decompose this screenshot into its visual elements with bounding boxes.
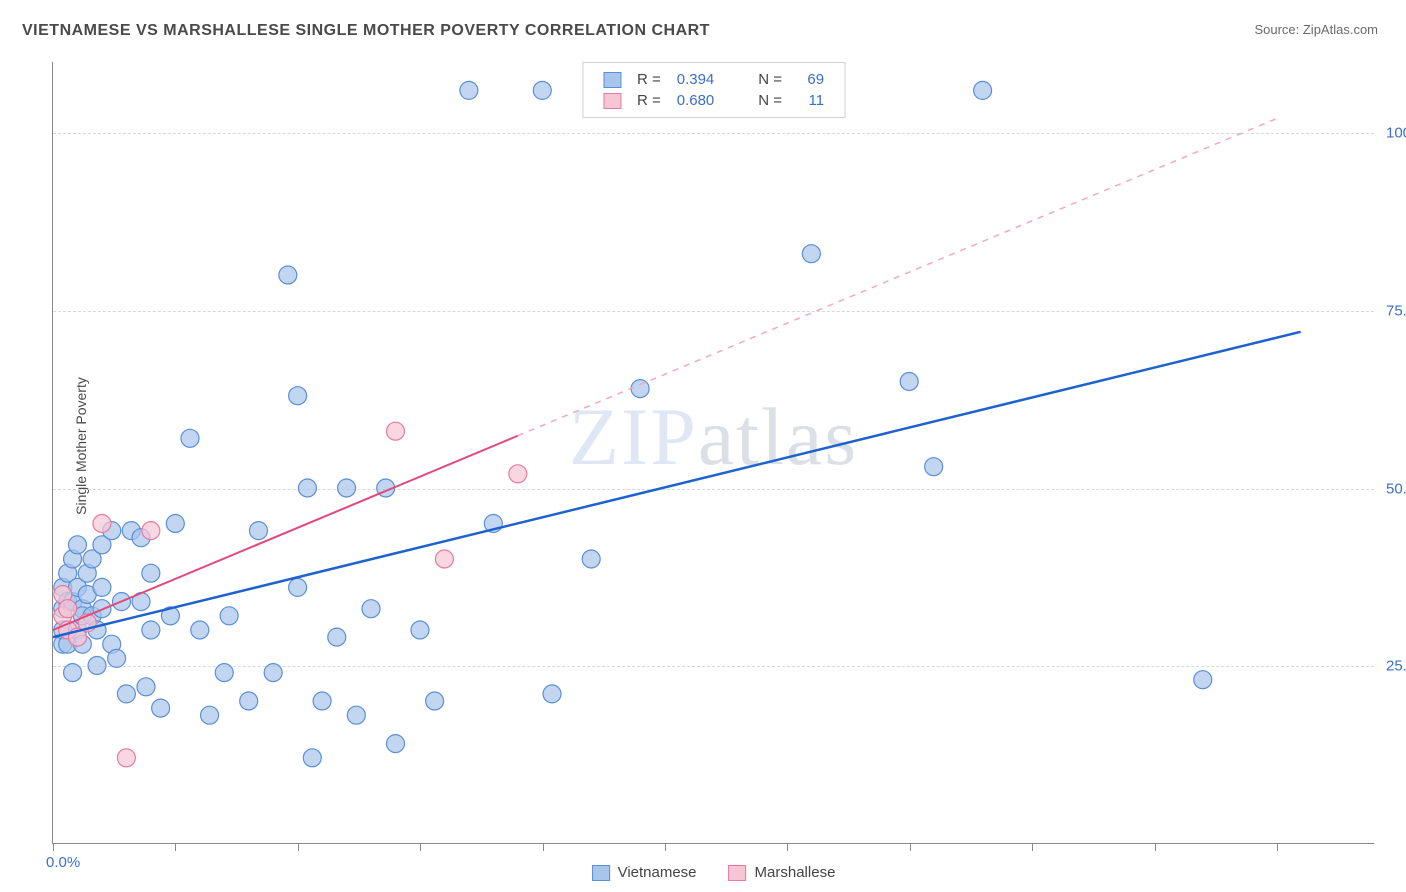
legend-n-value: 69: [790, 69, 832, 90]
legend-r-value: 0.394: [669, 69, 723, 90]
source-label: Source: ZipAtlas.com: [1254, 22, 1378, 37]
plot-area: ZIPatlas R =0.394N =69R =0.680N =11 Viet…: [52, 62, 1374, 844]
scatter-point: [108, 649, 126, 667]
x-zero-label: 0.0%: [46, 854, 80, 871]
legend-swatch: [729, 865, 747, 881]
x-tick: [1032, 843, 1033, 851]
scatter-point: [925, 458, 943, 476]
scatter-point: [88, 657, 106, 675]
scatter-point: [303, 749, 321, 767]
x-tick: [298, 843, 299, 851]
scatter-point: [543, 685, 561, 703]
legend-n-value: 11: [790, 90, 832, 111]
x-tick: [420, 843, 421, 851]
scatter-point: [426, 692, 444, 710]
legend-n-label: N =: [750, 69, 790, 90]
x-tick: [53, 843, 54, 851]
scatter-point: [328, 628, 346, 646]
scatter-point: [631, 380, 649, 398]
scatter-point: [313, 692, 331, 710]
scatter-point: [181, 429, 199, 447]
scatter-point: [582, 550, 600, 568]
x-tick: [1277, 843, 1278, 851]
legend-series: Vietnamese Marshallese: [576, 864, 852, 881]
scatter-point: [289, 578, 307, 596]
scatter-point: [59, 600, 77, 618]
scatter-point: [93, 515, 111, 533]
scatter-point: [802, 245, 820, 263]
legend-label: Vietnamese: [618, 864, 697, 881]
regression-line: [518, 119, 1276, 436]
scatter-point: [191, 621, 209, 639]
scatter-point: [249, 522, 267, 540]
scatter-point: [1194, 671, 1212, 689]
legend-item: Vietnamese: [592, 864, 697, 881]
legend-swatch: [592, 865, 610, 881]
scatter-point: [64, 664, 82, 682]
scatter-point: [152, 699, 170, 717]
x-tick: [175, 843, 176, 851]
scatter-point: [298, 479, 316, 497]
scatter-point: [974, 81, 992, 99]
legend-item: Marshallese: [729, 864, 836, 881]
scatter-point: [93, 578, 111, 596]
y-right-label: 75.0%: [1378, 302, 1406, 319]
scatter-point: [338, 479, 356, 497]
scatter-point: [435, 550, 453, 568]
scatter-point: [460, 81, 478, 99]
scatter-point: [215, 664, 233, 682]
scatter-point: [166, 515, 184, 533]
scatter-point: [347, 706, 365, 724]
scatter-point: [142, 522, 160, 540]
scatter-point: [201, 706, 219, 724]
plot-svg: [53, 62, 1374, 843]
legend-label: Marshallese: [755, 864, 836, 881]
scatter-point: [240, 692, 258, 710]
x-tick: [910, 843, 911, 851]
scatter-point: [68, 536, 86, 554]
scatter-point: [386, 735, 404, 753]
scatter-point: [900, 373, 918, 391]
regression-line: [53, 332, 1301, 637]
scatter-point: [509, 465, 527, 483]
scatter-point: [142, 621, 160, 639]
scatter-point: [362, 600, 380, 618]
y-right-label: 25.0%: [1378, 658, 1406, 675]
scatter-point: [117, 685, 135, 703]
y-right-label: 50.0%: [1378, 480, 1406, 497]
scatter-point: [386, 422, 404, 440]
scatter-point: [289, 387, 307, 405]
y-right-label: 100.0%: [1378, 125, 1406, 142]
scatter-point: [137, 678, 155, 696]
x-tick: [543, 843, 544, 851]
scatter-point: [279, 266, 297, 284]
legend-r-label: R =: [629, 69, 669, 90]
scatter-point: [220, 607, 238, 625]
legend-r-value: 0.680: [669, 90, 723, 111]
chart-title: VIETNAMESE VS MARSHALLESE SINGLE MOTHER …: [22, 22, 710, 40]
legend-correlation: R =0.394 N =69 R =0.680 N =11: [582, 62, 845, 118]
scatter-point: [117, 749, 135, 767]
legend-n-label: N =: [750, 90, 790, 111]
scatter-point: [411, 621, 429, 639]
chart-container: VIETNAMESE VS MARSHALLESE SINGLE MOTHER …: [0, 0, 1406, 892]
x-tick: [665, 843, 666, 851]
scatter-point: [264, 664, 282, 682]
x-tick: [787, 843, 788, 851]
legend-r-label: R =: [629, 90, 669, 111]
x-tick: [1155, 843, 1156, 851]
scatter-point: [142, 564, 160, 582]
scatter-point: [533, 81, 551, 99]
